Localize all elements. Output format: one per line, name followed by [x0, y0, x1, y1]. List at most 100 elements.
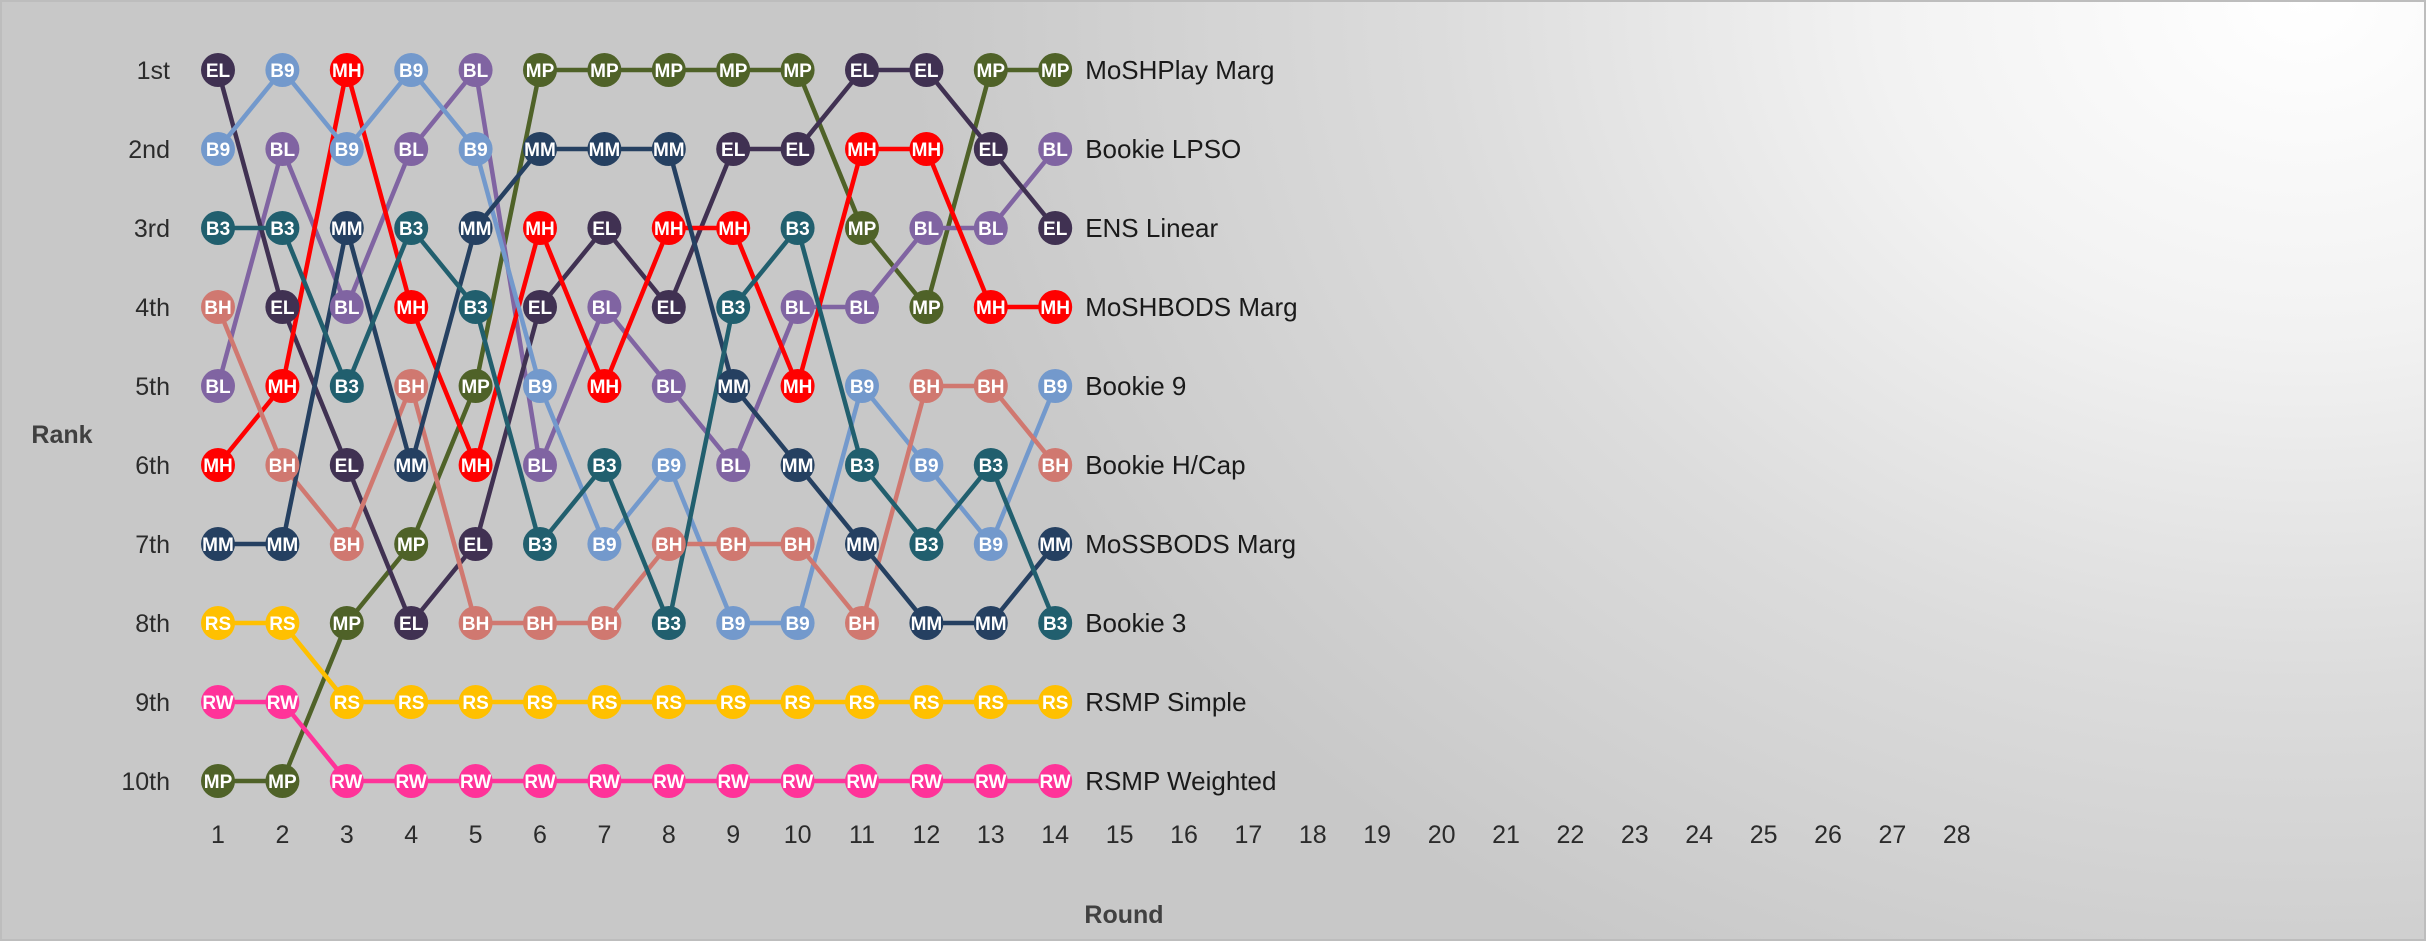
point-label: B3: [399, 219, 423, 240]
x-tick-label: 18: [1299, 821, 1327, 849]
series-point: [458, 685, 493, 719]
point-label: MM: [846, 535, 878, 556]
point-label: MP: [590, 61, 619, 82]
x-tick-label: 3: [340, 821, 354, 849]
series-point: [651, 369, 686, 403]
point-label: MH: [461, 456, 491, 477]
series-point: [909, 764, 944, 798]
point-label: B3: [592, 456, 616, 477]
x-tick-label: 8: [662, 821, 676, 849]
series-point: [394, 53, 429, 87]
point-label: B3: [206, 219, 230, 240]
series-point: [329, 764, 364, 798]
point-label: MM: [267, 535, 299, 556]
series-point: [523, 606, 557, 640]
series-point: [523, 132, 557, 166]
series-point: [845, 764, 879, 798]
point-label: MM: [717, 377, 749, 398]
point-label: EL: [206, 61, 231, 82]
point-label: RW: [653, 772, 684, 793]
point-label: BH: [913, 377, 940, 398]
point-label: BL: [334, 298, 360, 319]
point-label: MH: [783, 377, 813, 398]
series-point: [909, 53, 944, 87]
point-label: B9: [270, 61, 294, 82]
series-point: [329, 527, 364, 561]
series-point: [909, 448, 944, 482]
series-point: [716, 448, 751, 482]
series-end-label: Bookie 3: [1085, 608, 1186, 638]
series-point: [716, 53, 751, 87]
series-point: [716, 527, 751, 561]
point-label: MH: [332, 61, 362, 82]
point-label: RS: [205, 614, 231, 635]
series-point: [1038, 290, 1073, 324]
x-tick-label: 14: [1041, 821, 1069, 849]
point-label: MM: [202, 535, 234, 556]
point-label: EL: [979, 140, 1004, 161]
point-label: BL: [399, 140, 425, 161]
point-label: B3: [463, 298, 487, 319]
point-label: EL: [657, 298, 682, 319]
series-point: [587, 606, 622, 640]
point-label: BL: [205, 377, 231, 398]
point-label: B3: [335, 377, 359, 398]
series-point: [651, 606, 686, 640]
series-end-label: MoSHPlay Marg: [1085, 55, 1274, 85]
point-label: BH: [655, 535, 682, 556]
point-label: B9: [592, 535, 616, 556]
point-label: MP: [461, 377, 490, 398]
series-point: [587, 527, 622, 561]
point-label: BH: [333, 535, 360, 556]
series-point: [716, 685, 751, 719]
point-label: BH: [1041, 456, 1068, 477]
series-point: [1038, 369, 1073, 403]
x-tick-label: 25: [1750, 821, 1778, 849]
point-label: MM: [1039, 535, 1071, 556]
point-label: RW: [718, 772, 749, 793]
series-point: [651, 211, 686, 245]
x-tick-label: 1: [211, 821, 225, 849]
series-point: [587, 290, 622, 324]
series-end-label: MoSSBODS Marg: [1085, 529, 1296, 559]
x-tick-label: 21: [1492, 821, 1520, 849]
series-point: [973, 764, 1008, 798]
point-label: BL: [1043, 140, 1069, 161]
series-end-labels: MoSHPlay Marg Bookie LPSO ENS Linear MoSHBO…: [1085, 55, 1297, 796]
point-label: RS: [269, 614, 295, 635]
series-point: [909, 290, 944, 324]
series-point: [329, 211, 364, 245]
y-tick-label: 1st: [137, 57, 170, 85]
point-label: MH: [912, 140, 942, 161]
point-label: B3: [270, 219, 294, 240]
series-point: [973, 448, 1008, 482]
point-label: B3: [850, 456, 874, 477]
series-point: [1038, 527, 1073, 561]
point-label: MH: [525, 219, 555, 240]
point-label: BL: [463, 61, 489, 82]
series-point: [265, 290, 300, 324]
series-point: [458, 764, 493, 798]
series-point: [909, 606, 944, 640]
x-tick-label: 22: [1556, 821, 1584, 849]
point-label: MP: [397, 535, 426, 556]
point-label: B3: [785, 219, 809, 240]
series-point: [1038, 448, 1073, 482]
series-point: [329, 53, 364, 87]
series-point: [329, 448, 364, 482]
series-point: [716, 606, 751, 640]
x-axis-title: Round: [1084, 901, 1163, 929]
series-end-label: MoSHBODS Marg: [1085, 292, 1297, 322]
point-label: EL: [850, 61, 875, 82]
series-point: [587, 132, 622, 166]
point-label: B3: [1043, 614, 1067, 635]
series-point: [265, 132, 300, 166]
point-label: EL: [270, 298, 295, 319]
series-point: [458, 53, 493, 87]
point-label: BL: [721, 456, 747, 477]
y-tick-label: 10th: [121, 768, 170, 796]
point-label: MH: [203, 456, 233, 477]
series-point: [523, 764, 557, 798]
series-point: [780, 448, 815, 482]
